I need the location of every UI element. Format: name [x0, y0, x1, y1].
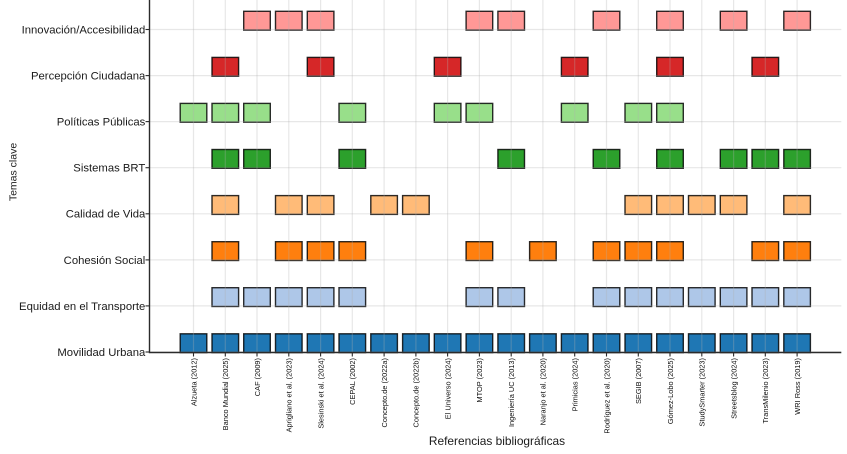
svg-text:Sistemas BRT: Sistemas BRT [73, 163, 145, 175]
svg-text:Banco Mundial (2025): Banco Mundial (2025) [221, 358, 230, 430]
svg-text:Alzueta (2012): Alzueta (2012) [189, 358, 198, 406]
svg-text:TransMilenio (2023): TransMilenio (2023) [761, 358, 770, 423]
svg-text:SEGIB (2007): SEGIB (2007) [634, 358, 643, 404]
svg-text:Rodríguez et al. (2020): Rodríguez et al. (2020) [602, 358, 611, 434]
svg-text:Primicias (2024): Primicias (2024) [571, 358, 580, 411]
svg-text:Naranjo et al. (2020): Naranjo et al. (2020) [539, 358, 548, 425]
svg-text:Aprigliano et al. (2023): Aprigliano et al. (2023) [285, 358, 294, 432]
svg-text:StudySmarter (2023): StudySmarter (2023) [698, 358, 707, 427]
svg-text:Percepción Ciudadana: Percepción Ciudadana [31, 71, 146, 83]
svg-text:Calidad de Vida: Calidad de Vida [66, 209, 146, 221]
svg-text:Gómez-Lobo (2025): Gómez-Lobo (2025) [666, 358, 675, 424]
svg-text:Concepto.de (2022a): Concepto.de (2022a) [380, 358, 389, 427]
svg-text:Equidad en el Transporte: Equidad en el Transporte [19, 301, 145, 313]
svg-text:Referencias bibliográficas: Referencias bibliográficas [429, 434, 565, 448]
svg-text:CEPAL (2002): CEPAL (2002) [348, 358, 357, 405]
svg-text:Slesinski et al. (2024): Slesinski et al. (2024) [316, 358, 325, 429]
svg-text:WRI Ross (2019): WRI Ross (2019) [793, 358, 802, 415]
svg-text:Cohesión Social: Cohesión Social [64, 255, 146, 267]
svg-text:Concepto.de (2022b): Concepto.de (2022b) [412, 358, 421, 427]
svg-text:MTOP (2023): MTOP (2023) [475, 358, 484, 403]
svg-text:Políticas Públicas: Políticas Públicas [57, 117, 146, 129]
svg-text:Movilidad Urbana: Movilidad Urbana [57, 347, 146, 359]
svg-text:Temas clave: Temas clave [8, 143, 20, 202]
svg-text:Streetsblog (2024): Streetsblog (2024) [729, 358, 738, 419]
svg-text:Ingeniería UC (2013): Ingeniería UC (2013) [507, 358, 516, 427]
svg-text:Innovación/Accesibilidad: Innovación/Accesibilidad [22, 24, 146, 36]
svg-text:CAF (2009): CAF (2009) [253, 358, 262, 396]
svg-text:El Universo (2024): El Universo (2024) [443, 358, 452, 419]
